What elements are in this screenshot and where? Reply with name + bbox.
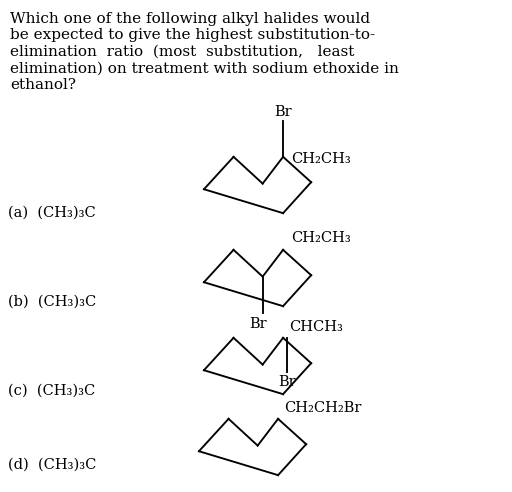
Text: (a)  (CH₃)₃C: (a) (CH₃)₃C	[8, 206, 96, 220]
Text: CH₂CH₂Br: CH₂CH₂Br	[284, 401, 361, 415]
Text: CH₂CH₃: CH₂CH₃	[291, 231, 351, 245]
Text: be expected to give the highest substitution-to-: be expected to give the highest substitu…	[10, 29, 375, 42]
Text: CHCH₃: CHCH₃	[289, 320, 343, 334]
Text: Br: Br	[274, 105, 292, 119]
Text: ethanol?: ethanol?	[10, 78, 76, 92]
Text: CH₂CH₃: CH₂CH₃	[291, 152, 351, 166]
Text: elimination) on treatment with sodium ethoxide in: elimination) on treatment with sodium et…	[10, 62, 399, 75]
Text: Which one of the following alkyl halides would: Which one of the following alkyl halides…	[10, 12, 370, 26]
Text: (b)  (CH₃)₃C: (b) (CH₃)₃C	[8, 295, 96, 309]
Text: elimination  ratio  (most  substitution,   least: elimination ratio (most substitution, le…	[10, 45, 354, 59]
Text: (c)  (CH₃)₃C: (c) (CH₃)₃C	[8, 384, 95, 398]
Text: Br: Br	[249, 316, 266, 331]
Text: Br: Br	[278, 375, 296, 389]
Text: (d)  (CH₃)₃C: (d) (CH₃)₃C	[8, 458, 96, 472]
